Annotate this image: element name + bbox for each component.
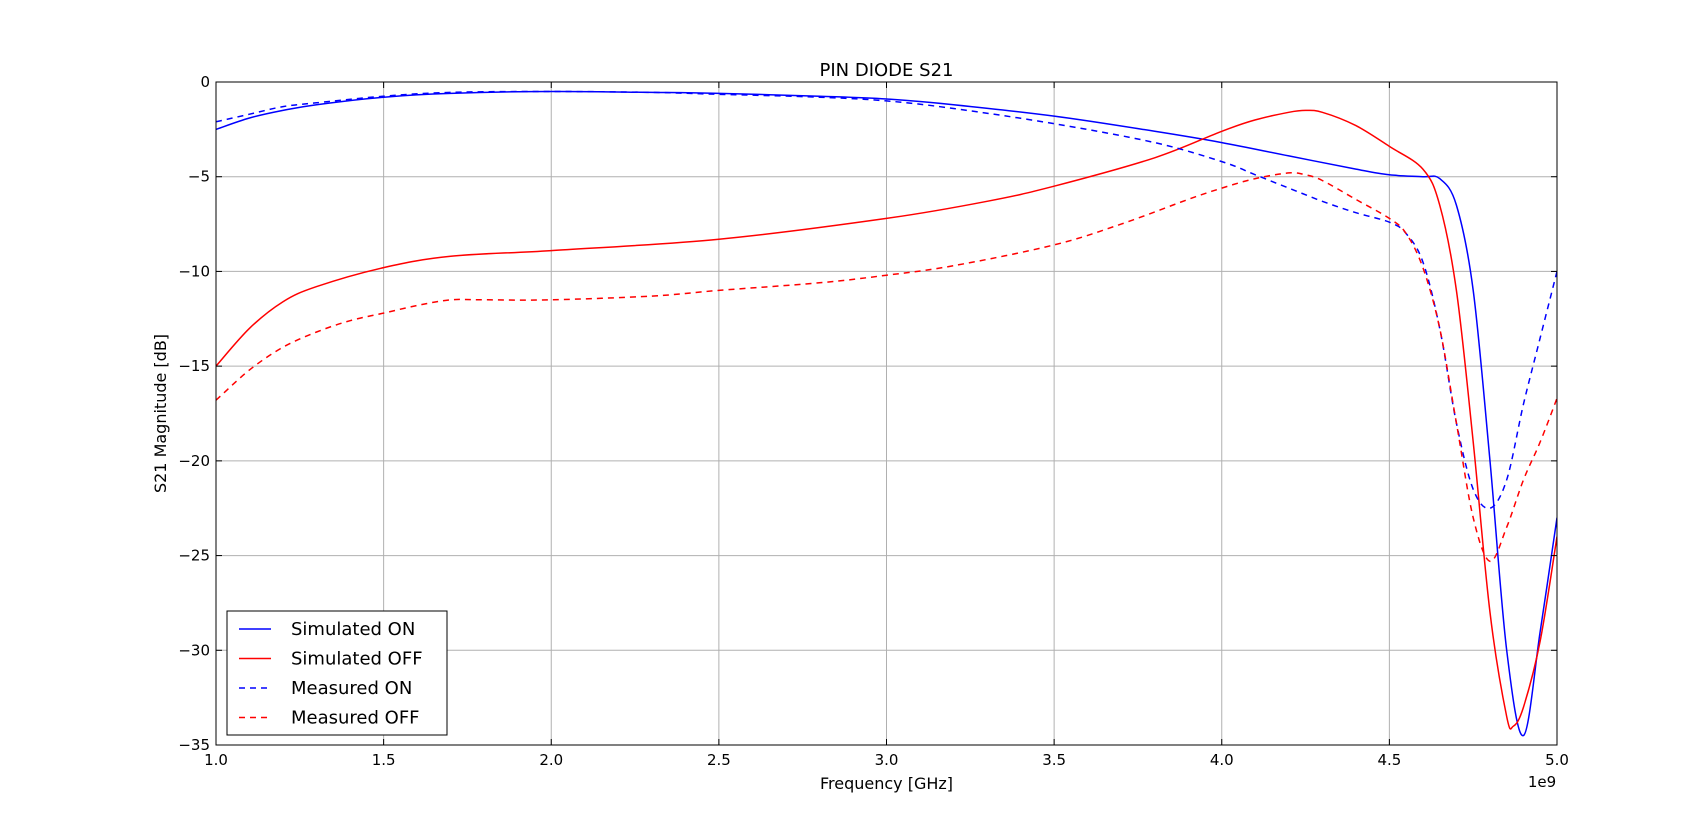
- series-line-measured-on: [216, 90, 1557, 510]
- legend-box: [226, 610, 448, 736]
- series-line-simulated-off: [216, 109, 1557, 730]
- y-axis-ticks: 0 −5 −10 −15 −20 −25 −30 −35: [178, 73, 1557, 754]
- x-tick-label: 1.0: [204, 751, 228, 769]
- y-tick-label: −20: [178, 452, 210, 470]
- legend-label: Measured OFF: [291, 708, 420, 729]
- x-tick-label: 5.0: [1545, 751, 1569, 769]
- y-tick-label: −5: [188, 168, 210, 186]
- legend: Simulated ON Simulated OFF Measured ON Meas…: [226, 610, 448, 736]
- x-tick-label: 2.0: [539, 751, 563, 769]
- x-tick-label: 4.0: [1210, 751, 1234, 769]
- x-tick-label: 1.5: [372, 751, 396, 769]
- x-tick-label: 3.0: [875, 751, 899, 769]
- x-axis-title: Frequency [GHz]: [820, 774, 953, 793]
- y-tick-label: −25: [178, 547, 210, 565]
- y-axis-title: S21 Magnitude [dB]: [151, 334, 170, 493]
- series-line-simulated-on: [216, 90, 1557, 737]
- legend-label: Simulated OFF: [291, 649, 423, 670]
- series-lines: [216, 90, 1557, 737]
- x-tick-label: 4.5: [1377, 751, 1401, 769]
- x-tick-label: 2.5: [707, 751, 731, 769]
- y-tick-label: −30: [178, 641, 210, 659]
- y-tick-label: −15: [178, 357, 210, 375]
- x-axis-ticks: 1.0 1.5 2.0 2.5 3.0 3.5 4.0 4.5 5.0: [204, 82, 1569, 769]
- y-tick-label: −35: [178, 736, 210, 754]
- series-line-measured-off: [216, 172, 1557, 563]
- y-tick-label: 0: [200, 73, 210, 91]
- y-tick-label: −10: [178, 262, 210, 280]
- legend-label: Measured ON: [291, 678, 412, 699]
- x-axis-offset-text: 1e9: [1528, 773, 1556, 791]
- legend-label: Simulated ON: [291, 619, 415, 640]
- chart-title: PIN DIODE S21: [820, 60, 954, 81]
- x-tick-label: 3.5: [1042, 751, 1066, 769]
